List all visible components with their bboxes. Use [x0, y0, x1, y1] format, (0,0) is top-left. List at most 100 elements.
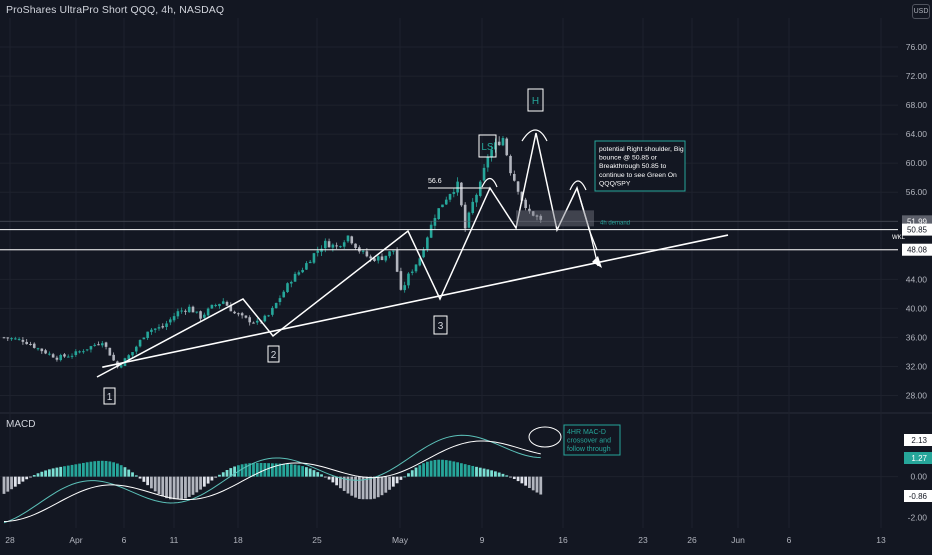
macd-histogram-bar: [380, 476, 384, 496]
macd-histogram-bar: [497, 472, 501, 477]
macd-histogram-bar: [157, 476, 161, 495]
price-axis-tick-label: 64.00: [906, 129, 928, 139]
macd-histogram-bar: [218, 474, 221, 477]
macd-value-label: 1.27: [911, 454, 927, 463]
macd-note-text-line: crossover and: [567, 438, 611, 445]
macd-histogram-bar: [180, 476, 184, 500]
macd-histogram-bar: [512, 476, 516, 480]
macd-histogram-bar: [85, 462, 89, 477]
candle-body: [478, 181, 482, 196]
macd-histogram-bar: [25, 476, 29, 480]
macd-histogram-bar: [221, 472, 225, 477]
candle-body: [66, 356, 70, 358]
candle-body: [373, 258, 376, 261]
candle-body: [89, 346, 93, 350]
pattern-label-box: [267, 345, 280, 363]
macd-histogram-bar: [244, 463, 248, 477]
macd-histogram-bar: [331, 476, 335, 483]
candle-body: [286, 283, 289, 293]
macd-histogram-bar: [320, 474, 323, 477]
candle-body: [289, 281, 293, 284]
candle-body: [74, 351, 78, 356]
price-axis-tick-label: 40.00: [906, 303, 928, 313]
macd-histogram-bar: [47, 469, 51, 477]
candle-body: [380, 256, 384, 260]
macd-histogram-bar: [66, 465, 70, 477]
candle-body: [331, 244, 335, 248]
candle-body: [161, 326, 165, 328]
macd-histogram-bar: [104, 460, 108, 477]
candle-body: [214, 305, 217, 307]
macd-histogram-bar: [323, 476, 327, 478]
candle-body: [418, 258, 422, 266]
time-axis-tick-label: Jun: [731, 535, 745, 545]
macd-histogram-bar: [418, 465, 422, 477]
macd-histogram-bar: [202, 476, 206, 487]
candle-body: [456, 181, 459, 193]
shoulder-arc: [481, 177, 498, 188]
macd-histogram-bar: [134, 475, 138, 477]
candle-body: [142, 337, 146, 340]
price-level-label-bg: [902, 243, 932, 256]
candle-body: [384, 255, 388, 261]
macd-histogram-bar: [214, 476, 218, 478]
candle-body: [21, 339, 25, 342]
macd-histogram-bar: [520, 476, 524, 484]
candle-body: [135, 346, 138, 352]
macd-histogram-bar: [528, 476, 531, 489]
candle-body: [388, 251, 391, 257]
candle-body: [85, 349, 89, 351]
candle-body: [497, 141, 501, 146]
candle-body: [267, 315, 270, 317]
candle-body: [32, 343, 36, 348]
macd-histogram-bar: [289, 464, 293, 477]
candle-body: [184, 310, 187, 312]
macd-histogram-bar: [100, 460, 104, 477]
note-text-line: continue to see Green On: [599, 172, 677, 179]
candle-body: [225, 301, 229, 306]
macd-histogram-bar: [36, 473, 40, 477]
time-axis-tick-label: 26: [687, 535, 697, 545]
candle-body: [535, 215, 539, 217]
macd-histogram-bar: [51, 468, 55, 477]
candle-body: [59, 355, 62, 361]
candle-body: [452, 192, 456, 194]
macd-histogram-bar: [17, 476, 21, 485]
macd-histogram-bar: [187, 476, 191, 497]
macd-histogram-bar: [490, 470, 494, 477]
price-axis-tick-label: 36.00: [906, 332, 928, 342]
macd-histogram-bar: [112, 462, 116, 477]
price-axis-tick-label: 32.00: [906, 361, 928, 371]
pattern-label-box: [103, 387, 116, 405]
candle-body: [63, 354, 66, 357]
macd-histogram-bar: [282, 463, 286, 477]
candle-body: [237, 313, 240, 315]
macd-histogram-bar: [199, 476, 202, 490]
macd-histogram-bar: [161, 476, 165, 497]
time-axis-tick-label: 18: [233, 535, 243, 545]
macd-value-label: 2.13: [911, 436, 927, 445]
candle-body: [509, 155, 512, 174]
candle-body: [539, 215, 543, 220]
price-axis-tick-label: 76.00: [906, 42, 928, 52]
macd-histogram-bar: [305, 467, 308, 477]
macd-histogram-bar: [388, 476, 391, 490]
candle-body: [240, 313, 244, 316]
candle-body: [180, 310, 183, 312]
macd-histogram-bar: [342, 476, 346, 491]
candle-body: [82, 351, 85, 353]
macd-histogram-bar: [463, 464, 467, 477]
macd-histogram-bar: [59, 466, 63, 477]
candle-body: [127, 355, 131, 360]
axis-layer: 28.0032.0036.0040.0044.0056.0060.0064.00…: [5, 42, 932, 545]
time-axis-tick-label: 6: [787, 535, 792, 545]
macd-histogram-bar: [452, 461, 456, 477]
candle-body: [138, 340, 142, 347]
currency-button[interactable]: USD: [912, 4, 930, 19]
macd-histogram-bar: [376, 476, 380, 498]
candle-body: [312, 253, 316, 263]
macd-pane-label: MACD: [6, 419, 36, 430]
